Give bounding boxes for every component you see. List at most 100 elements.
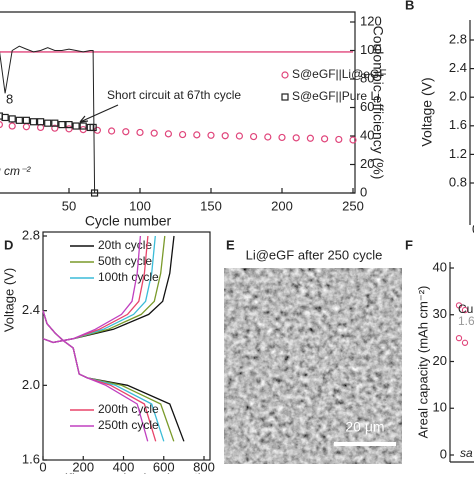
y-tick-label: 1.6: [22, 451, 40, 466]
capacity-point: [306, 134, 314, 142]
scale-bar-label: 20 μm: [345, 419, 384, 435]
capacity-point: [51, 124, 59, 132]
data-point: [455, 302, 463, 309]
capacity-point: [8, 115, 16, 123]
capacity-point: [44, 119, 52, 127]
capacity-point: [264, 133, 272, 141]
capacity-point: [292, 134, 300, 142]
y-tick-label: 10: [433, 400, 447, 415]
data-point: [455, 334, 463, 342]
capacity-point: [221, 132, 229, 140]
capacity-point: [235, 132, 243, 140]
capacity-point: [335, 135, 343, 144]
y-tick-label: 2.8: [449, 31, 467, 46]
capacity-point: [0, 121, 4, 129]
legend-label: 250th cycle: [98, 418, 159, 432]
panel-label: F: [405, 237, 413, 252]
y-tick-label: 40: [433, 259, 447, 274]
y-tick-label: 30: [433, 306, 447, 321]
capacity-point: [89, 123, 97, 132]
y-tick-label: 1.6: [449, 117, 467, 132]
capacity-point: [179, 130, 187, 139]
y-tick-label: 0: [440, 446, 447, 461]
capacity-point: [321, 135, 329, 143]
annotation: Short circuit at 67th cycle: [107, 88, 241, 102]
capacity-point: [29, 118, 38, 126]
capacity-point: [122, 128, 130, 136]
legend-label: S@eGF||Li@eGF: [292, 67, 387, 81]
x-tick-label: 0: [39, 459, 46, 474]
y-tick-label: 2.0: [449, 89, 467, 104]
legend-label: 100th cycle: [98, 270, 159, 284]
capacity-point: [65, 120, 73, 129]
data-point: [461, 306, 469, 314]
y2-tick-label: 40: [360, 127, 374, 142]
x-tick-label: 800: [193, 459, 215, 474]
x-tick-label: 200: [72, 459, 94, 474]
sem-image: [224, 268, 402, 464]
capacity-point: [349, 136, 357, 144]
y2-tick-label: 80: [360, 70, 374, 85]
legend-marker: [281, 93, 289, 101]
y-tick-label: 2.8: [22, 227, 40, 242]
legend-label: 200th cycle: [98, 402, 159, 416]
capacity-point: [150, 129, 158, 137]
arrow: [79, 104, 119, 123]
y-axis-label: Areal capacity (mAh cm⁻²): [415, 286, 430, 439]
capacity-point: [22, 123, 30, 131]
y-axis-label: Voltage (V): [419, 77, 435, 146]
capacity-point: [36, 118, 45, 126]
capacity-point: [207, 131, 215, 139]
x-tick-label: 400: [113, 459, 135, 474]
y-tick-label: 0.8: [449, 174, 467, 189]
capacity-point: [164, 130, 172, 138]
y-tick-label: 2.4: [449, 60, 467, 75]
x-tick-label: 100: [129, 198, 151, 213]
x-tick-label: 50: [62, 198, 76, 213]
x-axis-label: Cycle number: [85, 213, 172, 229]
y-axis-label: Voltage (V): [1, 268, 16, 332]
panel-label: D: [4, 237, 13, 252]
annotation: sa: [460, 446, 473, 460]
y2-tick-label: 20: [360, 156, 374, 171]
legend-label: S@eGF||Pure Li: [292, 89, 380, 103]
data-point: [461, 339, 469, 346]
x-tick-label: 200: [271, 198, 293, 213]
capacity-point: [278, 133, 286, 142]
axis-frame: [42, 231, 211, 461]
axis-frame: [0, 11, 356, 194]
x-tick-label: 250: [342, 198, 364, 213]
capacity-point: [1, 113, 9, 122]
y-tick-label: 2.0: [22, 377, 40, 392]
y-tick-label: 1.2: [449, 146, 467, 161]
capacity-point: [250, 132, 258, 141]
annotation: 1.6: [458, 314, 474, 328]
capacity-point: [15, 116, 23, 124]
annotation: Cu: [458, 302, 473, 316]
x-tick-label: 0: [472, 221, 474, 236]
x-tick-label: 600: [153, 459, 175, 474]
capacity-point: [72, 122, 80, 130]
capacity-point: [58, 120, 66, 129]
capacity-point: [193, 131, 201, 139]
charge-curve: [42, 235, 142, 344]
capacity-point: [22, 116, 30, 124]
y2-tick-label: 100: [360, 42, 382, 57]
capacity-point: [107, 127, 116, 135]
y2-axis-label: Coulombic efficiency (%): [370, 26, 386, 180]
capacity-point: [51, 119, 59, 127]
panel-label: E: [226, 237, 235, 252]
y-tick-label: 2.4: [22, 302, 40, 317]
legend-label: 50th cycle: [98, 254, 152, 268]
y-tick-label: 20: [433, 353, 447, 368]
legend-label: 20th cycle: [98, 238, 152, 252]
capacity-point: [90, 189, 99, 197]
x-tick-label: 150: [200, 198, 222, 213]
sem-title: Li@eGF after 250 cycle: [246, 247, 383, 262]
discharge-curve: [42, 310, 149, 442]
annotation: 8: [6, 91, 13, 106]
legend-marker: [281, 71, 289, 79]
capacity-point: [65, 125, 73, 133]
capacity-point: [8, 122, 16, 130]
